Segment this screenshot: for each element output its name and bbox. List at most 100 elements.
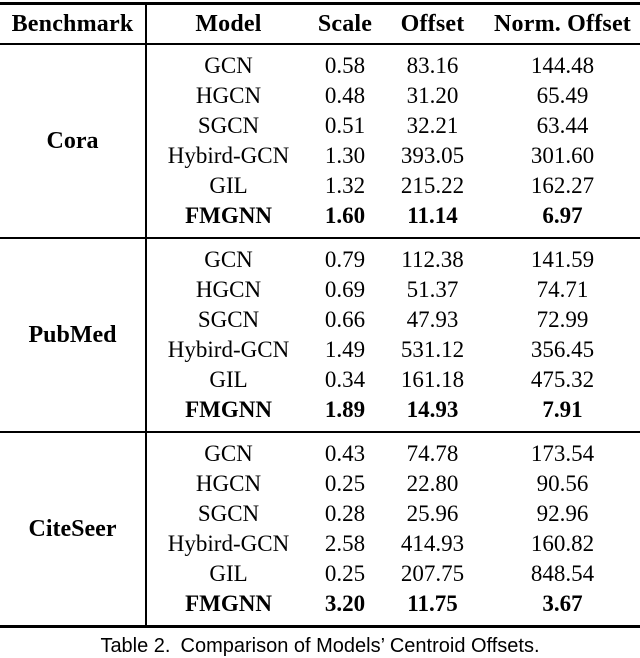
- table-row: Hybird-GCN 1.49 531.12 356.45: [147, 335, 640, 365]
- model-cell: HGCN: [195, 471, 262, 496]
- caption-label: Table 2.: [100, 635, 171, 657]
- offset-cell: 161.18: [400, 367, 465, 392]
- norm-offset-cell: 160.82: [530, 531, 595, 556]
- table-row: SGCN 0.28 25.96 92.96: [147, 499, 640, 529]
- norm-offset-cell: 92.96: [536, 501, 589, 526]
- model-cell: GCN: [204, 441, 253, 466]
- norm-offset-cell: 72.99: [536, 307, 589, 332]
- table-row: SGCN 0.51 32.21 63.44: [147, 111, 640, 141]
- norm-offset-cell: 848.54: [530, 561, 595, 586]
- offset-cell: 11.75: [407, 591, 458, 616]
- offset-cell: 32.21: [406, 113, 459, 138]
- norm-offset-cell: 90.56: [536, 471, 589, 496]
- scale-cell: 1.60: [324, 203, 366, 228]
- caption-text: Comparison of Models’ Centroid Offsets.: [180, 635, 540, 657]
- header-scale: Scale: [317, 10, 373, 37]
- model-cell: Hybird-GCN: [167, 337, 290, 362]
- norm-offset-cell: 7.91: [542, 397, 583, 422]
- norm-offset-cell: 65.49: [536, 83, 589, 108]
- norm-offset-cell: 3.67: [542, 591, 583, 616]
- benchmark-label-cora: Cora: [0, 45, 147, 237]
- scale-cell: 0.43: [324, 441, 366, 466]
- norm-offset-cell: 141.59: [530, 247, 595, 272]
- model-cell: GCN: [204, 53, 253, 78]
- table-row: Hybird-GCN 1.30 393.05 301.60: [147, 141, 640, 171]
- norm-offset-cell: 144.48: [530, 53, 595, 78]
- header-norm-offset: Norm. Offset: [493, 10, 631, 37]
- section-cora: Cora GCN 0.58 83.16 144.48 HGCN 0.48 31.…: [0, 45, 640, 237]
- model-cell: SGCN: [197, 113, 260, 138]
- section-pubmed: PubMed GCN 0.79 112.38 141.59 HGCN 0.69 …: [0, 239, 640, 431]
- section-citeseer: CiteSeer GCN 0.43 74.78 173.54 HGCN 0.25…: [0, 433, 640, 625]
- scale-cell: 0.34: [324, 367, 366, 392]
- table-row: GIL 0.25 207.75 848.54: [147, 559, 640, 589]
- scale-cell: 3.20: [324, 591, 366, 616]
- model-cell: SGCN: [197, 307, 260, 332]
- table-row-fmgnn: FMGNN 1.89 14.93 7.91: [147, 395, 640, 425]
- scale-cell: 0.58: [324, 53, 366, 78]
- scale-cell: 1.89: [324, 397, 366, 422]
- offset-cell: 215.22: [400, 173, 465, 198]
- offset-cell: 207.75: [400, 561, 465, 586]
- table-row: HGCN 0.69 51.37 74.71: [147, 275, 640, 305]
- norm-offset-cell: 74.71: [536, 277, 589, 302]
- offset-cell: 31.20: [406, 83, 459, 108]
- offset-cell: 414.93: [400, 531, 465, 556]
- header-model: Model: [195, 10, 262, 37]
- table-row: GCN 0.58 83.16 144.48: [147, 51, 640, 81]
- table-row: HGCN 0.48 31.20 65.49: [147, 81, 640, 111]
- scale-cell: 0.25: [324, 561, 366, 586]
- model-cell: FMGNN: [185, 203, 272, 228]
- norm-offset-cell: 6.97: [542, 203, 583, 228]
- table-row: SGCN 0.66 47.93 72.99: [147, 305, 640, 335]
- section-rows: GCN 0.43 74.78 173.54 HGCN 0.25 22.80 90…: [147, 433, 640, 625]
- scale-cell: 2.58: [324, 531, 366, 556]
- model-cell: Hybird-GCN: [167, 531, 290, 556]
- model-cell: HGCN: [195, 277, 262, 302]
- header-rule: [0, 43, 640, 45]
- scale-cell: 1.30: [324, 143, 366, 168]
- table-row-fmgnn: FMGNN 1.60 11.14 6.97: [147, 201, 640, 231]
- norm-offset-cell: 173.54: [530, 441, 595, 466]
- benchmark-label-pubmed: PubMed: [0, 239, 147, 431]
- offset-cell: 11.14: [407, 203, 458, 228]
- header-benchmark: Benchmark: [0, 5, 147, 43]
- benchmark-label-citeseer: CiteSeer: [0, 433, 147, 625]
- scale-cell: 0.66: [324, 307, 366, 332]
- scale-cell: 1.32: [324, 173, 366, 198]
- offset-cell: 74.78: [406, 441, 459, 466]
- header-offset: Offset: [400, 10, 465, 37]
- offset-cell: 14.93: [406, 397, 459, 422]
- offset-cell: 47.93: [406, 307, 459, 332]
- table-row: GCN 0.79 112.38 141.59: [147, 245, 640, 275]
- offset-cell: 112.38: [401, 247, 464, 272]
- model-cell: FMGNN: [185, 397, 272, 422]
- model-cell: HGCN: [195, 83, 262, 108]
- scale-cell: 0.48: [324, 83, 366, 108]
- offset-cell: 393.05: [400, 143, 465, 168]
- offset-cell: 531.12: [400, 337, 465, 362]
- table-row: GIL 0.34 161.18 475.32: [147, 365, 640, 395]
- table-caption: Table 2. Comparison of Models’ Centroid O…: [0, 635, 640, 658]
- norm-offset-cell: 475.32: [530, 367, 595, 392]
- section-rows: GCN 0.79 112.38 141.59 HGCN 0.69 51.37 7…: [147, 239, 640, 431]
- section-rule: [0, 431, 640, 433]
- model-cell: GIL: [209, 173, 248, 198]
- table-header-row: Benchmark Model Scale Offset Norm. Offse…: [0, 5, 640, 43]
- model-cell: GIL: [209, 367, 248, 392]
- table-row: Hybird-GCN 2.58 414.93 160.82: [147, 529, 640, 559]
- norm-offset-cell: 162.27: [530, 173, 595, 198]
- table-row: GIL 1.32 215.22 162.27: [147, 171, 640, 201]
- scale-cell: 0.28: [324, 501, 366, 526]
- model-cell: GIL: [209, 561, 248, 586]
- norm-offset-cell: 63.44: [536, 113, 589, 138]
- top-rule: [0, 2, 640, 5]
- section-rule: [0, 237, 640, 239]
- model-cell: GCN: [204, 247, 253, 272]
- offset-cell: 51.37: [406, 277, 459, 302]
- table-row: GCN 0.43 74.78 173.54: [147, 439, 640, 469]
- scale-cell: 1.49: [324, 337, 366, 362]
- model-cell: FMGNN: [185, 591, 272, 616]
- table-row-fmgnn: FMGNN 3.20 11.75 3.67: [147, 589, 640, 619]
- table-row: HGCN 0.25 22.80 90.56: [147, 469, 640, 499]
